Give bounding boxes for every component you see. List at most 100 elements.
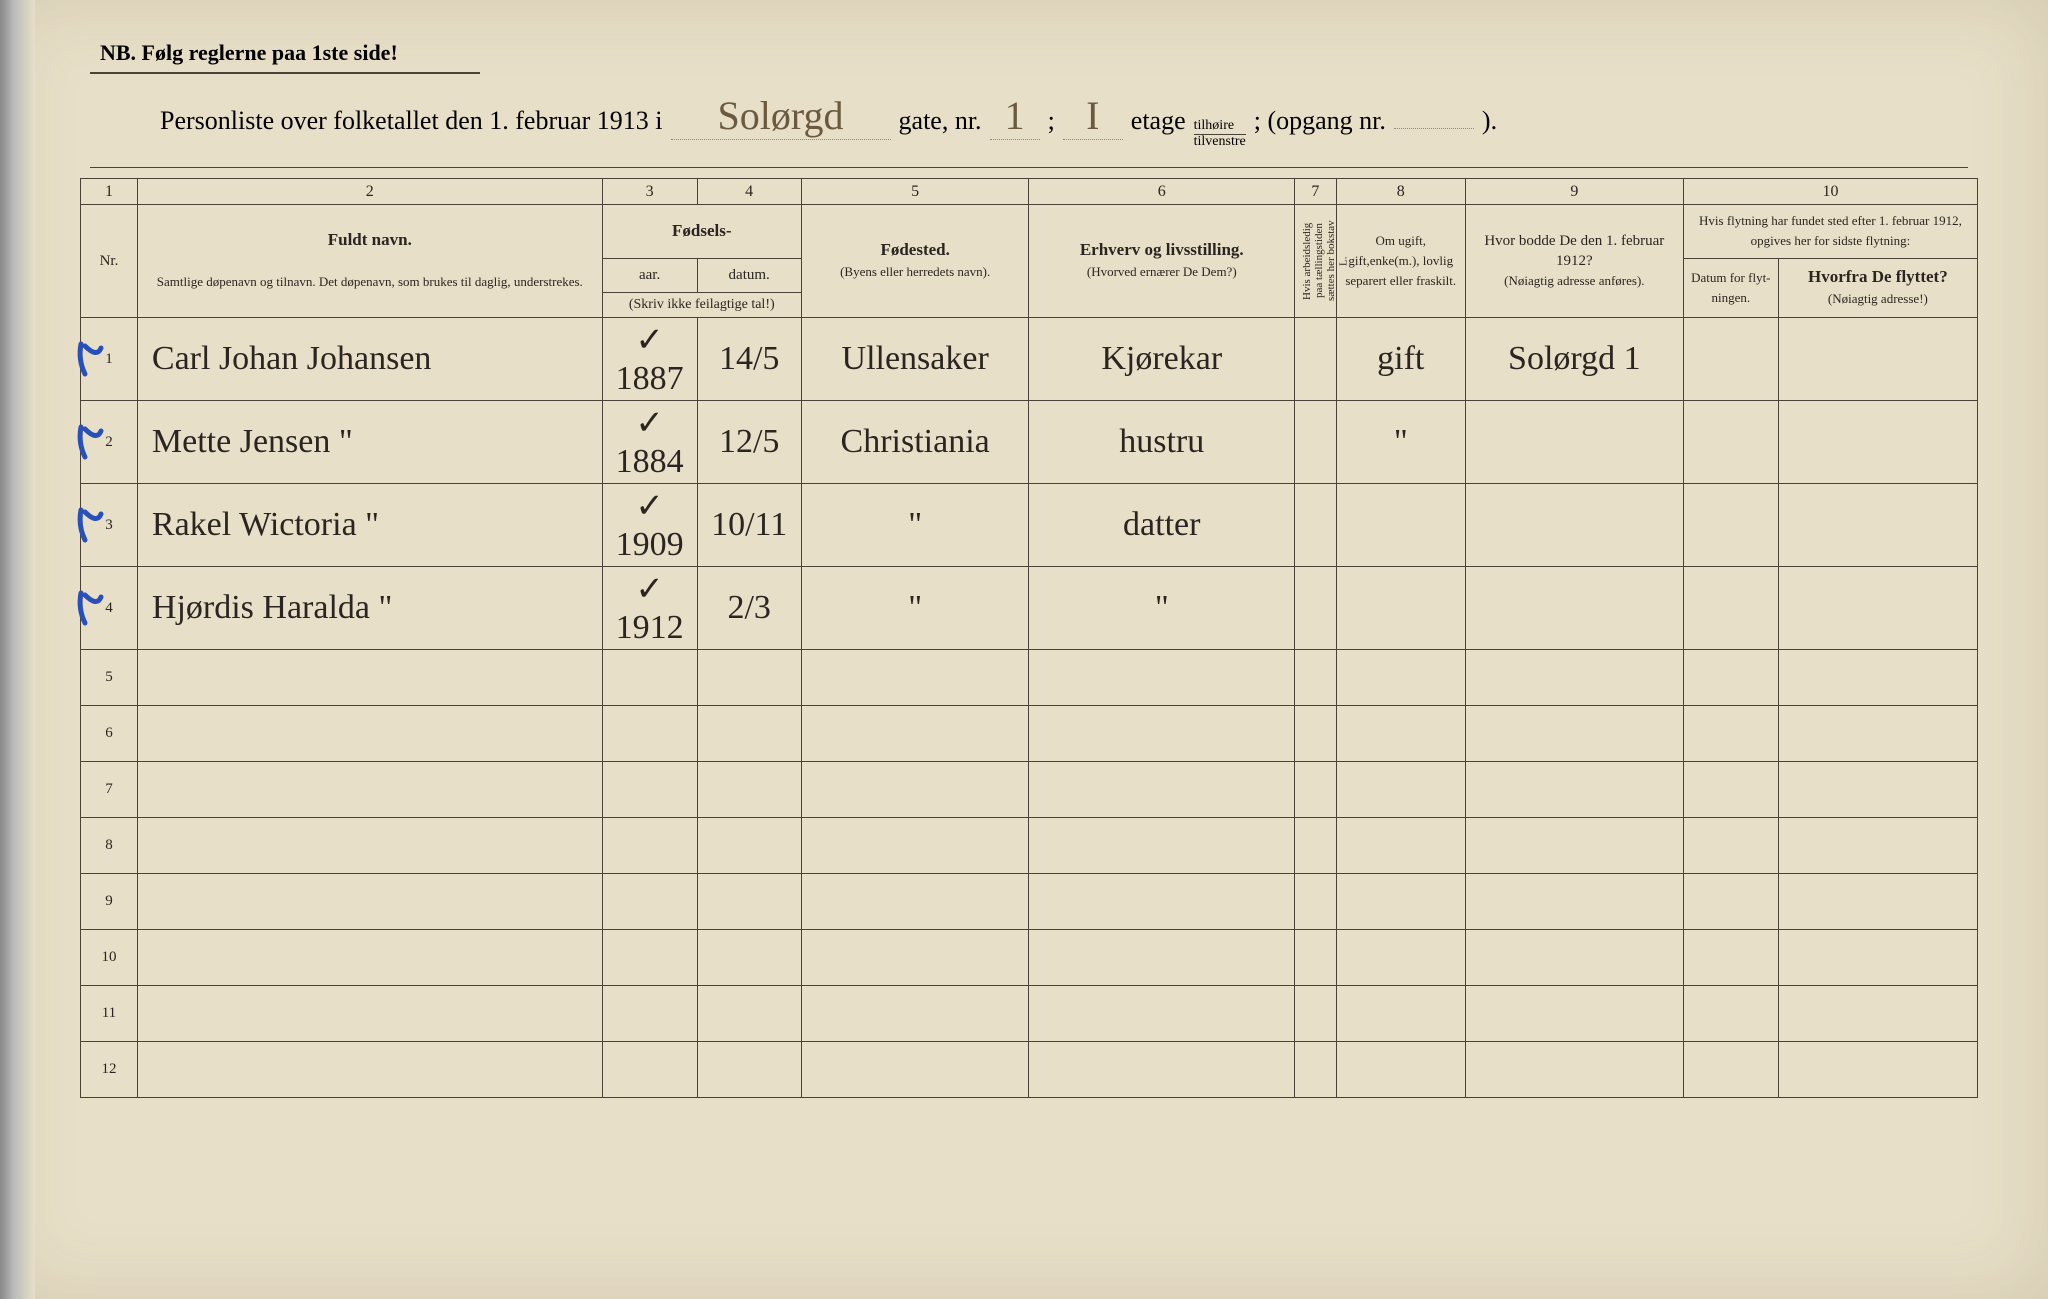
gate-nr: 1 [990,92,1040,140]
cell-movefrom [1778,986,1977,1042]
cell-movedate [1683,318,1778,401]
table-row: 3Rakel Wictoria "✓ 190910/11"datter [81,484,1978,567]
cell-year: ✓ 1912 [602,567,697,650]
cell-birthplace: Ullensaker [801,318,1029,401]
hdr-movefrom-title: Hvorfra De flyttet? [1808,267,1948,286]
hdr-prev-sub: (Nøiagtig adresse anføres). [1504,273,1644,288]
cell-date [697,874,801,930]
cell-prev [1465,567,1683,650]
hdr-col7-text: Hvis arbeidsledig paa tællingstiden sætt… [1299,211,1351,311]
cell-name [137,1042,602,1098]
cell-prev [1465,706,1683,762]
cell-prev [1465,818,1683,874]
table-row: 8 [81,818,1978,874]
cell-marital: " [1336,401,1465,484]
cell-movefrom [1778,1042,1977,1098]
hdr-marital: Om ugift, gift,enke(m.), lovlig separert… [1336,205,1465,318]
cell-col7 [1295,484,1337,567]
census-table: 1 2 3 4 5 6 7 8 9 10 Nr. Fuldt navn. Sam… [80,178,1978,1098]
cell-year: ✓ 1884 [602,401,697,484]
cell-name [137,706,602,762]
cell-birthplace [801,1042,1029,1098]
table-row: 7 [81,762,1978,818]
cell-birthplace: " [801,567,1029,650]
cell-year: ✓ 1887 [602,318,697,401]
hdr-birthplace-sub: (Byens eller herredets navn). [840,264,990,279]
cell-name [137,818,602,874]
hdr-occupation-title: Erhverv og livsstilling. [1080,240,1244,259]
blue-pencil-mark-icon [75,340,105,378]
hdr-birth: Fødsels- [602,205,801,259]
cell-occupation [1029,818,1295,874]
cell-col7 [1295,1042,1337,1098]
cell-date: 10/11 [697,484,801,567]
cell-birthplace [801,706,1029,762]
side-fraction: tilhøire tilvenstre [1194,119,1246,149]
cell-date: 2/3 [697,567,801,650]
table-row: 6 [81,706,1978,762]
hdr-prev: Hvor bodde De den 1. februar 1912? (Nøia… [1465,205,1683,318]
side-top: tilhøire [1194,119,1246,135]
cell-movedate [1683,650,1778,706]
cell-date: 12/5 [697,401,801,484]
cell-birthplace: " [801,484,1029,567]
cell-nr: 2 [81,401,138,484]
cell-movefrom [1778,484,1977,567]
cell-marital [1336,930,1465,986]
cell-col7 [1295,567,1337,650]
cell-movedate [1683,762,1778,818]
cell-prev: Solørgd 1 [1465,318,1683,401]
colnum-10: 10 [1683,179,1977,205]
cell-birthplace [801,930,1029,986]
cell-year [602,874,697,930]
cell-col7 [1295,318,1337,401]
cell-occupation [1029,930,1295,986]
table-row: 12 [81,1042,1978,1098]
street-name: Solørgd [671,92,891,140]
cell-nr: 11 [81,986,138,1042]
cell-prev [1465,650,1683,706]
cell-date [697,762,801,818]
cell-movedate [1683,401,1778,484]
cell-birthplace [801,818,1029,874]
cell-prev [1465,401,1683,484]
cell-occupation [1029,874,1295,930]
cell-marital [1336,818,1465,874]
cell-year: ✓ 1909 [602,484,697,567]
hdr-movefrom-sub: (Nøiagtig adresse!) [1828,291,1928,306]
hdr-name-sub: Samtlige døpenavn og tilnavn. Det døpena… [157,274,583,289]
cell-marital [1336,1042,1465,1098]
title-prefix: Personliste over folketallet den 1. febr… [160,106,663,136]
cell-col7 [1295,401,1337,484]
hdr-occupation-sub: (Hvorved ernærer De Dem?) [1087,264,1237,279]
cell-birthplace [801,650,1029,706]
cell-occupation: datter [1029,484,1295,567]
cell-year [602,930,697,986]
hdr-nr: Nr. [81,205,138,318]
cell-col7 [1295,650,1337,706]
cell-birthplace [801,986,1029,1042]
cell-col7 [1295,874,1337,930]
cell-movefrom [1778,318,1977,401]
cell-movefrom [1778,930,1977,986]
hdr-year: aar. [602,258,697,293]
cell-nr: 12 [81,1042,138,1098]
hdr-name-title: Fuldt navn. [328,230,412,249]
cell-date: 14/5 [697,318,801,401]
cell-occupation [1029,986,1295,1042]
cell-marital [1336,706,1465,762]
colnum-6: 6 [1029,179,1295,205]
cell-year [602,706,697,762]
etage-label: etage [1131,106,1186,136]
cell-col7 [1295,706,1337,762]
cell-name: Rakel Wictoria " [137,484,602,567]
hdr-movefrom: Hvorfra De flyttet? (Nøiagtig adresse!) [1778,258,1977,318]
header-note: NB. Følg reglerne paa 1ste side! [100,40,1998,66]
blue-pencil-mark-icon [75,506,105,544]
cell-movedate [1683,706,1778,762]
gate-label: gate, nr. [899,106,982,136]
cell-name [137,874,602,930]
hdr-move-title: Hvis flytning har fundet sted efter 1. f… [1699,213,1962,248]
cell-occupation [1029,650,1295,706]
hdr-move: Hvis flytning har fundet sted efter 1. f… [1683,205,1977,259]
